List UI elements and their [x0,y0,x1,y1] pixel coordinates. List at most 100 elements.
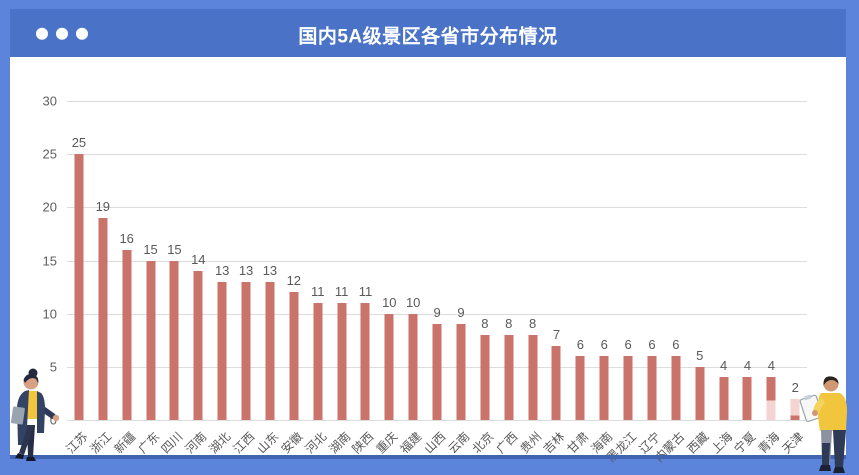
gridline [67,101,807,102]
bar-value-label: 13 [214,262,230,278]
gridline [67,154,807,156]
bar-slot: 6 海南 [589,101,616,456]
chart-bar [98,217,108,420]
chart-bar [551,345,561,420]
chart-bar [146,260,156,420]
chart-title: 国内5A级景区各省市分布情况 [298,26,558,48]
bar-slot: 8 贵州 [517,101,545,456]
bar-value-label: 10 [405,294,421,310]
chart-bar [432,324,442,420]
y-axis-label: 10 [42,306,57,322]
gridline [67,207,807,209]
chart-bar [217,281,227,420]
bar-value-label: 16 [119,230,134,246]
y-axis-label: 15 [42,253,57,268]
chart-bar [504,334,514,420]
bar-slot: 2 天津 [780,101,807,457]
bar-slot: 6 甘肃 [565,101,592,456]
chart-bar [599,356,609,420]
x-axis-label: 浙江 [87,429,115,457]
chart-bar [790,398,800,420]
person-illustration-left [10,368,60,461]
bar-value-label: 10 [382,294,397,310]
bar-slot: 9 云南 [445,101,473,456]
bar-slot: 9 山西 [421,101,449,456]
bar-value-label: 6 [624,337,632,353]
x-axis-label: 安徽 [278,429,306,457]
bar-slot: 6 内蒙古 [652,101,688,465]
bar-slot: 6 辽宁 [636,101,664,456]
x-axis-label: 西藏 [684,429,712,457]
bar-slot: 19 浙江 [87,101,115,456]
chart-bar [480,334,490,420]
bar-slot: 13 山东 [254,101,282,457]
bar-value-label: 9 [433,305,441,321]
bar-value-label: 4 [767,358,775,374]
chart-bar [766,377,776,420]
x-axis-label: 北京 [469,429,497,457]
bar-value-label: 11 [358,284,373,300]
x-axis-label: 河北 [302,429,330,457]
window-dot-icon[interactable] [56,27,68,40]
bar-slot: 14 河南 [183,101,210,456]
window-dot-icon[interactable] [76,27,88,40]
bar-value-label: 6 [576,337,584,353]
window-titlebar: 国内5A级景区各省市分布情况 [10,9,846,57]
bar-value-label: 12 [286,273,302,289]
y-axis-label: 0 [49,412,57,428]
bar-value-label: 13 [262,262,278,278]
bar-value-label: 15 [143,241,158,257]
chart-bar [742,377,752,420]
chart-bar [74,154,84,420]
bar-value-label: 15 [167,241,182,257]
bar-slot: 16 新疆 [111,101,139,456]
chart-bar [456,324,466,420]
bar-value-label: 5 [696,347,704,363]
chart-bar [289,292,299,420]
bar-slot: 13 江西 [230,101,258,457]
bar-value-label: 4 [719,358,728,374]
bar-slot: 15 四川 [159,101,187,457]
bar-value-label: 2 [791,379,799,395]
bar-value-label: 25 [71,135,87,151]
chart-bar [265,281,275,420]
chart-bar [384,313,394,420]
bar-value-label: 6 [672,337,680,353]
bar-slot: 11 陕西 [350,101,378,456]
bar-slot: 15 广东 [135,101,163,457]
chart-bar [169,260,179,420]
bar-chart: 0 5 10 15 20 25 30 25 江苏 19 浙江 16 新疆 15 广东 15 四川 14 河南 13 湖北… [43,94,807,465]
bar-slot: 6 黑龙江 [604,101,640,465]
chart-bar [193,271,203,420]
x-axis-label: 广西 [493,429,521,457]
bar-value-label: 8 [528,315,537,331]
bar-value-label: 8 [505,315,513,331]
y-axis-label: 30 [42,93,57,109]
chart-bar [671,356,681,420]
bar-value-label: 7 [552,326,561,342]
bar-value-label: 13 [238,262,254,278]
bar-series: 25 江苏 19 浙江 16 新疆 15 广东 15 四川 14 河南 13 湖北 13 江西 13 山东 12 安徽… [63,101,807,465]
bar-value-label: 6 [600,337,608,353]
chart-bar [719,377,729,420]
bar-value-label: 11 [334,284,349,300]
chart-bar [313,303,323,420]
chart-bar [337,303,347,420]
window-dot-icon[interactable] [36,27,48,40]
gridline [67,420,807,421]
bar-value-label: 11 [310,284,325,300]
bar-slot: 10 福建 [398,101,425,457]
bar-slot: 8 北京 [469,101,497,456]
chart-bar [528,334,538,420]
bar-slot: 7 吉林 [541,101,569,457]
window-controls [36,27,88,40]
bar-value-label: 14 [191,252,206,268]
bar-value-label: 9 [457,305,465,321]
bar-slot: 5 西藏 [684,101,712,456]
bar-slot: 11 河北 [302,101,330,456]
bar-value-label: 4 [743,358,752,374]
gridline [67,260,807,262]
chart-bar [241,281,251,420]
chart-bar [408,313,418,420]
